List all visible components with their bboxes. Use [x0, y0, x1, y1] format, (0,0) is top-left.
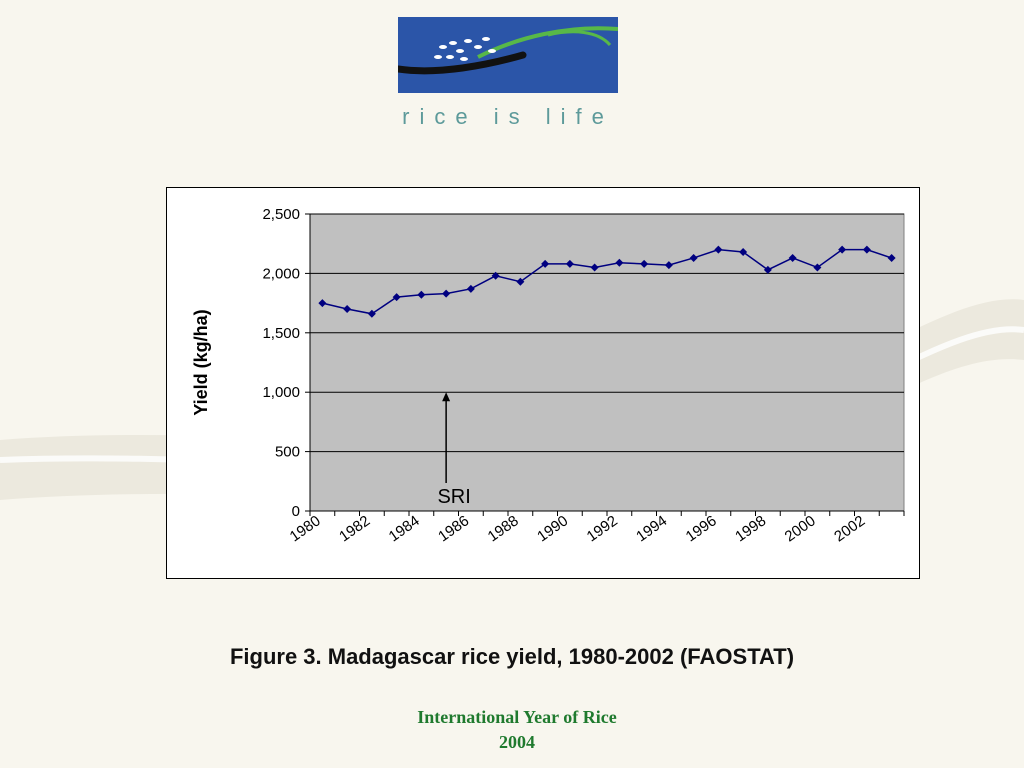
data-point: [417, 290, 426, 299]
x-tick-label: 2002: [831, 512, 868, 545]
x-tick-label: 1996: [683, 512, 720, 545]
data-point: [491, 271, 500, 280]
data-point: [788, 253, 797, 262]
data-point: [739, 248, 748, 257]
data-point: [367, 309, 376, 318]
chart-frame: 0 500 1,000 1,500 2,000 2,500 1980 1982 1984 1986…: [166, 187, 920, 579]
y-tick-label: 2,500: [262, 206, 300, 223]
plot-area: [309, 213, 905, 512]
data-point: [862, 245, 871, 254]
data-point: [442, 289, 451, 298]
y-tick-label: 1,500: [262, 325, 300, 342]
data-point: [565, 259, 574, 268]
data-point: [541, 259, 550, 268]
logo-tagline: rice is life: [402, 104, 614, 129]
x-tick-label: 1994: [633, 512, 670, 545]
x-tick-label: 1984: [386, 512, 423, 545]
data-point: [615, 258, 624, 267]
data-point: [689, 253, 698, 262]
footer-line-1: International Year of Rice: [417, 707, 617, 727]
x-tick-label: 1990: [534, 512, 571, 545]
x-tick-label: 1998: [732, 512, 769, 545]
x-tick-label: 1988: [485, 512, 522, 545]
data-point: [343, 305, 352, 314]
x-tick-label: 1982: [336, 512, 373, 545]
footer-line-2: 2004: [499, 732, 535, 752]
data-point: [887, 253, 896, 262]
rice-is-life-logo: [398, 17, 618, 93]
y-tick-label: 500: [275, 444, 300, 461]
annotation-label: SRI: [437, 486, 470, 508]
x-tick-label: 1986: [435, 512, 472, 545]
data-point: [466, 284, 475, 293]
footer: International Year of Rice 2004: [0, 705, 1024, 755]
data-point: [516, 277, 525, 286]
x-tick-label: 1992: [584, 512, 621, 545]
data-point: [590, 263, 599, 272]
y-tick-label: 2,000: [262, 265, 300, 282]
series-line: [322, 248, 892, 315]
y-tick-label: 1,000: [262, 384, 300, 401]
data-point: [640, 259, 649, 268]
data-point: [813, 263, 822, 272]
data-point: [714, 245, 723, 254]
annotation-arrowhead: [442, 392, 451, 402]
figure-caption: Figure 3. Madagascar rice yield, 1980-20…: [229, 644, 795, 669]
x-tick-label: 2000: [782, 512, 819, 545]
data-point: [318, 299, 327, 308]
y-tick-label: 0: [292, 503, 300, 520]
y-axis-label: Yield (kg/ha): [191, 309, 211, 415]
data-point: [838, 245, 847, 254]
data-point: [664, 261, 673, 270]
data-point: [763, 265, 772, 274]
data-point: [392, 293, 401, 302]
